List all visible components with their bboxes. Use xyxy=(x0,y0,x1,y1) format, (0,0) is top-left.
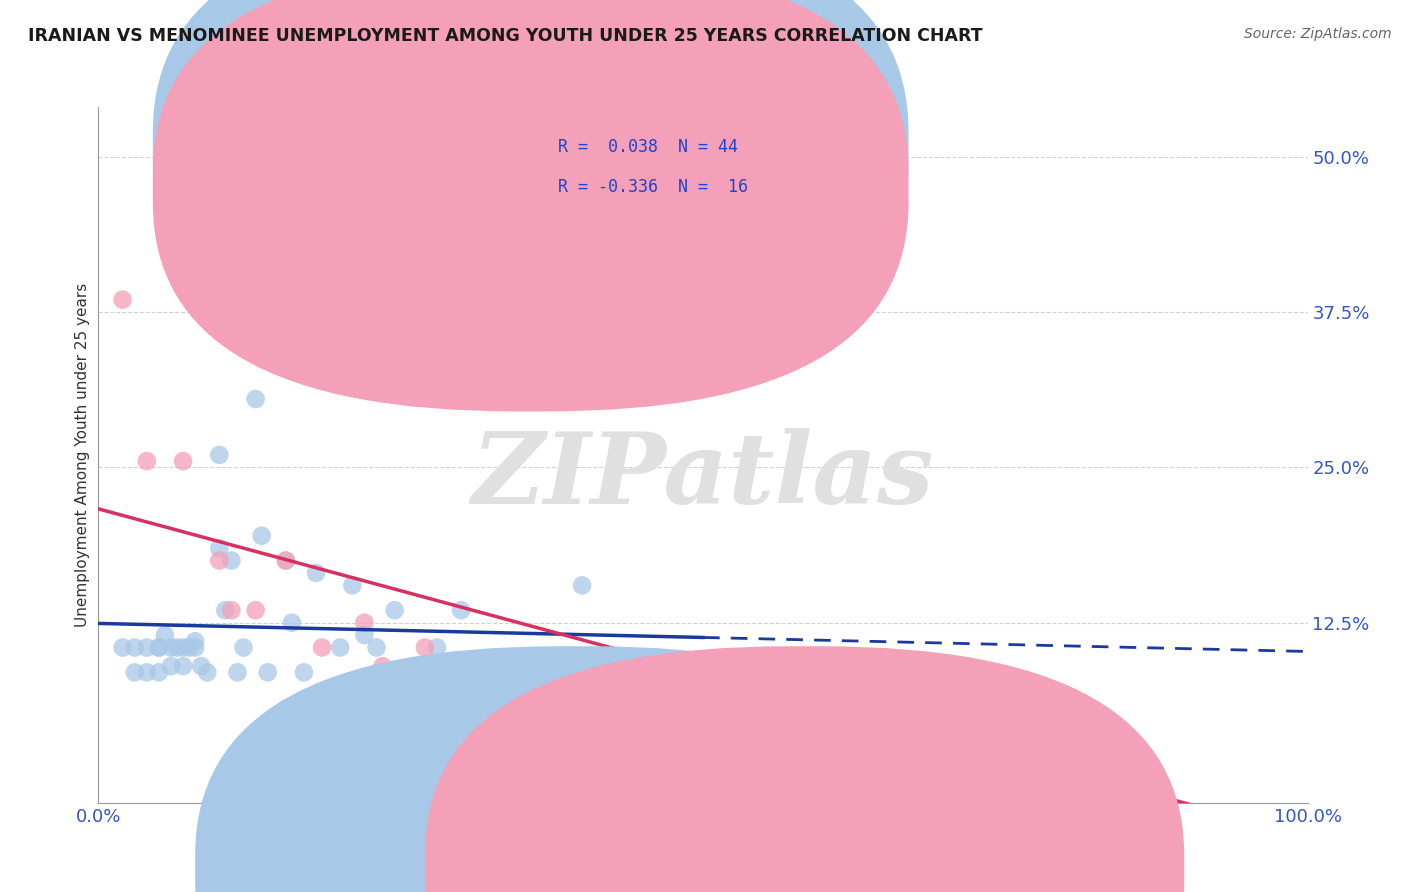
Text: R =  0.038  N = 44: R = 0.038 N = 44 xyxy=(558,138,738,156)
Point xyxy=(124,665,146,680)
Point xyxy=(245,392,267,406)
Text: Menominee: Menominee xyxy=(830,856,927,874)
Point xyxy=(384,603,406,617)
Point xyxy=(329,640,352,655)
Text: R = -0.336  N =  16: R = -0.336 N = 16 xyxy=(558,178,748,196)
Point xyxy=(208,553,231,567)
FancyBboxPatch shape xyxy=(492,118,866,222)
Point xyxy=(934,678,956,692)
Point xyxy=(813,665,835,680)
Point xyxy=(450,603,472,617)
Point xyxy=(366,640,388,655)
Point xyxy=(692,690,714,705)
Point xyxy=(135,640,157,655)
Point xyxy=(172,659,194,673)
Point xyxy=(305,566,328,580)
Point xyxy=(111,293,134,307)
FancyBboxPatch shape xyxy=(195,646,955,892)
Point xyxy=(148,640,170,655)
Point xyxy=(342,578,364,592)
Point xyxy=(148,640,170,655)
Point xyxy=(245,603,267,617)
Point xyxy=(177,640,201,655)
FancyBboxPatch shape xyxy=(425,646,1184,892)
Point xyxy=(208,541,231,555)
Point xyxy=(274,553,297,567)
Point xyxy=(426,640,449,655)
Point xyxy=(510,665,533,680)
Point xyxy=(135,454,157,468)
Point xyxy=(214,603,236,617)
Point xyxy=(111,640,134,655)
Point xyxy=(221,553,243,567)
FancyBboxPatch shape xyxy=(153,0,908,372)
Point xyxy=(172,454,194,468)
Point xyxy=(160,659,183,673)
Point xyxy=(274,553,297,567)
Text: Iranians: Iranians xyxy=(600,856,666,874)
Text: IRANIAN VS MENOMINEE UNEMPLOYMENT AMONG YOUTH UNDER 25 YEARS CORRELATION CHART: IRANIAN VS MENOMINEE UNEMPLOYMENT AMONG … xyxy=(28,27,983,45)
Point xyxy=(450,665,472,680)
Point xyxy=(184,634,207,648)
Point xyxy=(232,640,254,655)
Point xyxy=(292,665,315,680)
Point xyxy=(413,640,436,655)
Point xyxy=(195,665,218,680)
Point xyxy=(166,640,188,655)
Point xyxy=(837,665,859,680)
Point xyxy=(184,640,207,655)
Point xyxy=(153,628,176,642)
Point xyxy=(160,640,183,655)
Point xyxy=(353,615,375,630)
Text: ZIPatlas: ZIPatlas xyxy=(472,427,934,524)
Point xyxy=(311,640,333,655)
Point xyxy=(371,659,394,673)
FancyBboxPatch shape xyxy=(153,0,908,411)
Point xyxy=(190,659,212,673)
Point xyxy=(135,665,157,680)
Point xyxy=(873,678,896,692)
Text: Source: ZipAtlas.com: Source: ZipAtlas.com xyxy=(1244,27,1392,41)
Y-axis label: Unemployment Among Youth under 25 years: Unemployment Among Youth under 25 years xyxy=(75,283,90,627)
Point xyxy=(250,529,273,543)
Point xyxy=(256,665,278,680)
Point xyxy=(692,665,714,680)
Point xyxy=(148,665,170,680)
Point xyxy=(353,628,375,642)
Point xyxy=(208,448,231,462)
Point xyxy=(226,665,249,680)
Point xyxy=(221,603,243,617)
Point xyxy=(281,615,304,630)
Point xyxy=(571,578,593,592)
Point xyxy=(124,640,146,655)
Point xyxy=(910,678,932,692)
Point xyxy=(172,640,194,655)
